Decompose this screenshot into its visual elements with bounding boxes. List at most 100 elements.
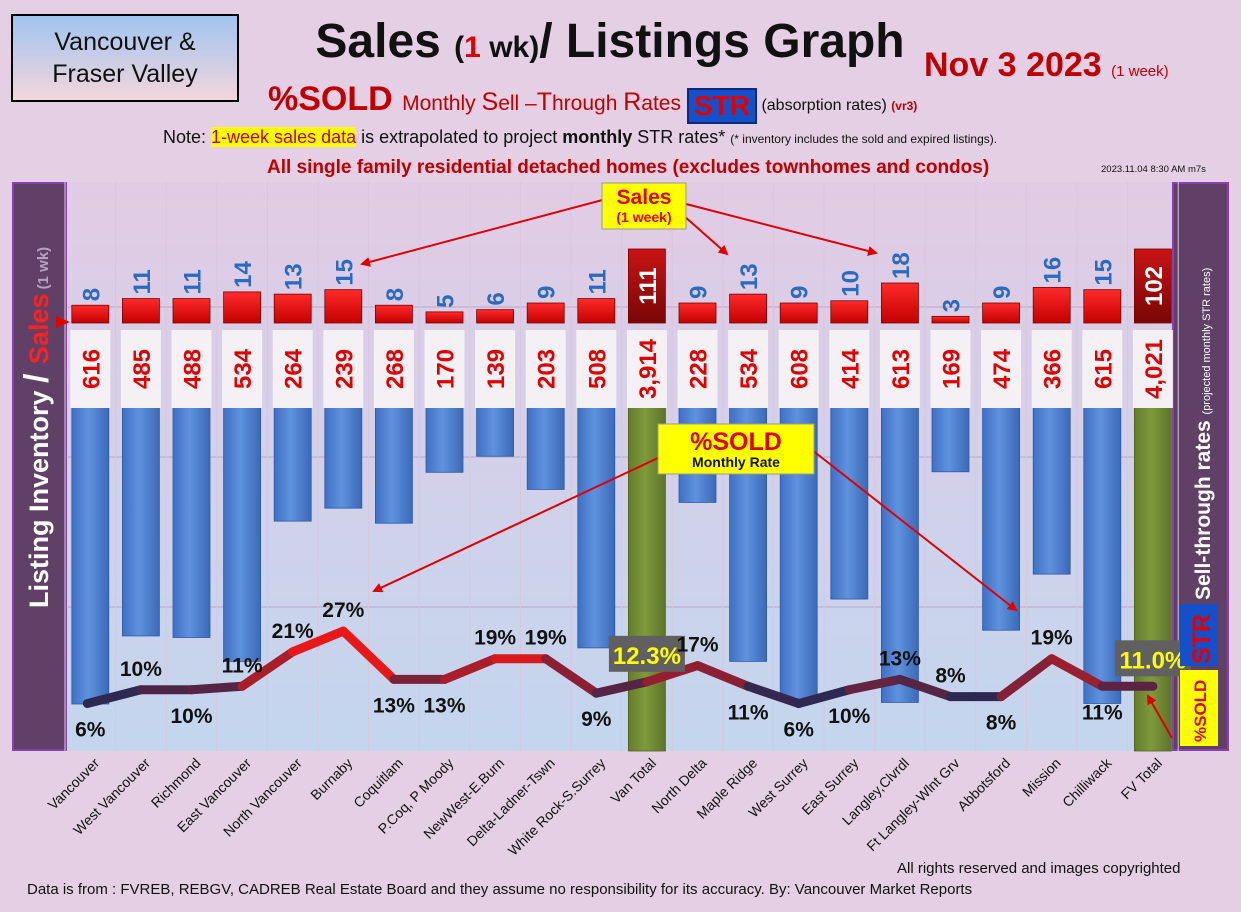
str-label: 8% xyxy=(935,665,966,688)
str-labels: 6% 10% 10% 11% 21% 27% 13% 13% 19% 19% 9% 12.3%17% 1… xyxy=(75,599,1191,742)
sub-r: R xyxy=(623,88,642,116)
sales-bar xyxy=(476,309,515,324)
inventory-label-box xyxy=(879,330,920,408)
inventory-label: 170 xyxy=(433,349,460,389)
sales-label: 9 xyxy=(534,286,561,299)
inventory-label: 414 xyxy=(837,348,864,389)
region-box: Vancouver & Fraser Valley xyxy=(11,14,239,102)
sales-label: 9 xyxy=(787,286,814,299)
str-label: 11% xyxy=(728,701,769,724)
inventory-label: 239 xyxy=(331,349,358,389)
source-note: Data is from : FVREB, REBGV, CADREB Real… xyxy=(27,881,973,898)
inventory-label: 268 xyxy=(382,349,409,389)
str-label: 10% xyxy=(170,705,212,728)
inventory-label: 228 xyxy=(686,349,713,389)
inventory-label: 139 xyxy=(483,349,510,389)
sales-callout-box xyxy=(601,182,687,230)
title-one: 1 xyxy=(464,31,481,64)
inventory-label: 608 xyxy=(787,349,814,389)
sold-callout-title: %SOLD xyxy=(690,428,782,456)
category-label: Burnaby xyxy=(307,755,355,803)
inventory-bar xyxy=(830,383,869,600)
inventory-bar xyxy=(577,383,616,649)
inventory-label: 488 xyxy=(180,349,207,389)
str-line-segment xyxy=(288,626,348,657)
inventory-bar xyxy=(982,383,1020,631)
str-total-label: 12.3% xyxy=(613,643,681,670)
str-label: 9% xyxy=(581,708,612,731)
str-label: 27% xyxy=(322,599,364,622)
inventory-label-box xyxy=(576,330,617,408)
title-paren-open: ( xyxy=(454,31,465,64)
sales-bar xyxy=(729,293,767,324)
inventory-label-box xyxy=(171,330,212,408)
category-label: FV Total xyxy=(1118,755,1165,802)
sales-bar xyxy=(1083,289,1122,324)
inventory-label: 485 xyxy=(129,349,156,389)
region-line-2: Fraser Valley xyxy=(52,60,198,88)
str-line-segment xyxy=(844,674,905,695)
str-line-segment xyxy=(82,685,146,709)
str-label: 10% xyxy=(120,658,162,681)
category-label: Mission xyxy=(1019,755,1064,800)
main-title: Sales (1 wk)/ Listings Graph xyxy=(300,14,920,69)
sub-s: S xyxy=(481,88,499,116)
category-label: Chilliwack xyxy=(1059,754,1115,810)
note-footnote: (* inventory includes the sold and expir… xyxy=(730,132,998,146)
str-total-label: 11.0% xyxy=(1120,647,1187,674)
sales-bar xyxy=(577,298,616,324)
str-label: 13% xyxy=(373,694,415,717)
category-label: Abbotsford xyxy=(954,755,1013,814)
sales-bar xyxy=(122,298,160,324)
category-label: White Rock-S.Surrey xyxy=(505,755,609,859)
sales-callout: Sales (1 week) xyxy=(360,182,878,267)
str-label: 19% xyxy=(474,627,516,650)
sales-label: 15 xyxy=(1090,259,1117,286)
copyright-note: All rights reserved and images copyright… xyxy=(897,860,1181,877)
inventory-bar xyxy=(71,383,110,705)
sales-label: 9 xyxy=(686,286,713,299)
inventory-label-box xyxy=(626,330,667,408)
sales-bars xyxy=(71,248,1172,324)
str-line-segment xyxy=(693,661,753,691)
inventory-bar xyxy=(122,383,160,637)
right-axis-label: Sell-through rates (projected monthly ST… xyxy=(1192,268,1215,600)
category-label: Van Total xyxy=(607,755,659,807)
sales-bar xyxy=(273,293,312,324)
sales-label: 11 xyxy=(180,269,207,294)
inventory-labels: 616 485 488 534 264 239 268 170 139 203 508 3,914 22… xyxy=(70,330,1173,408)
sales-bar xyxy=(223,291,262,324)
title-listings: / Listings Graph xyxy=(539,15,905,68)
str-line-segment xyxy=(1047,654,1107,691)
sales-bar xyxy=(779,302,818,324)
inventory-bar xyxy=(1032,383,1071,575)
str-label: 6% xyxy=(784,719,815,742)
inventory-label-box xyxy=(981,330,1022,408)
sales-label: 6 xyxy=(483,292,510,305)
inventory-label-box xyxy=(373,330,414,408)
str-total-label-box xyxy=(1114,640,1191,677)
inventory-label: 3,914 xyxy=(635,338,662,399)
right-sold-text: %SOLD xyxy=(1191,680,1210,742)
str-label: 13% xyxy=(879,647,921,670)
sales-label: 11 xyxy=(129,269,156,294)
right-sold-badge: %SOLD xyxy=(1180,670,1218,746)
str-line-segment xyxy=(996,654,1057,702)
svg-text:Sell-through rates (projected: Sell-through rates (projected monthly ST… xyxy=(1192,268,1215,600)
sales-label: 8 xyxy=(382,288,409,301)
note-text-2: STR rates* xyxy=(632,127,731,147)
inventory-label: 203 xyxy=(534,349,561,389)
sales-label: 9 xyxy=(989,286,1016,299)
right-str-badge: STR xyxy=(1180,604,1218,666)
sales-label: 10 xyxy=(837,270,864,297)
str-line-segment xyxy=(895,674,955,702)
sales-bar xyxy=(931,315,970,324)
sales-bar xyxy=(881,282,919,324)
sold-callout-box xyxy=(657,423,815,475)
str-badge: STR xyxy=(687,87,757,124)
left-axis-panel xyxy=(12,182,67,751)
sales-bar xyxy=(71,304,110,324)
sub-t: T xyxy=(536,88,552,116)
